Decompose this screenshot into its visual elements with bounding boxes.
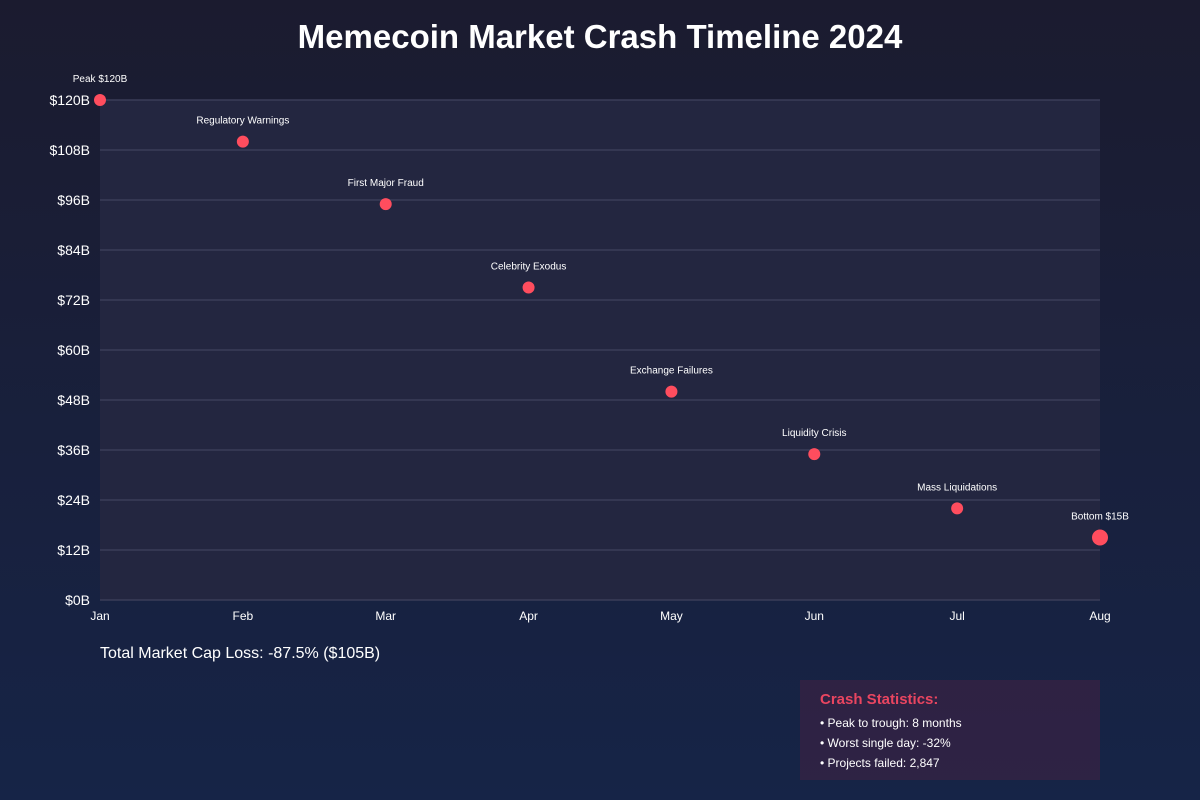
data-point: [665, 385, 678, 398]
stat-line: • Peak to trough: 8 months: [820, 716, 962, 730]
point-label: Regulatory Warnings: [196, 116, 289, 127]
data-point: [236, 135, 249, 148]
data-point: [379, 198, 392, 211]
point-label: Celebrity Exodus: [491, 262, 567, 273]
point-label: Exchange Failures: [630, 366, 713, 377]
data-point: [94, 94, 106, 106]
point-label: Mass Liquidations: [917, 482, 997, 493]
y-tick-label: $96B: [57, 192, 90, 208]
point-label: Liquidity Crisis: [782, 428, 846, 439]
grid-lines: [100, 99, 1100, 601]
x-tick-label: Jul: [949, 609, 964, 623]
y-tick-label: $24B: [57, 492, 90, 508]
x-tick-label: Aug: [1089, 609, 1110, 623]
data-points: [94, 94, 1108, 546]
point-labels: Peak $120B Regulatory Warnings First Major…: [73, 74, 1129, 523]
y-tick-label: $84B: [57, 242, 90, 258]
point-label: Bottom $15B: [1071, 512, 1129, 523]
point-label: Peak $120B: [73, 74, 128, 85]
y-tick-label: $120B: [50, 92, 90, 108]
data-point: [808, 448, 821, 461]
x-tick-label: Jun: [805, 609, 824, 623]
chart-title: Memecoin Market Crash Timeline 2024: [297, 18, 903, 55]
data-point: [1092, 529, 1108, 546]
data-point: [522, 281, 535, 294]
data-point: [951, 502, 964, 515]
x-tick-label: Feb: [233, 609, 254, 623]
x-tick-label: May: [660, 609, 683, 623]
chart-area: $0B $12B $24B $36B $48B $60B $72B $84B $96B $108B…: [50, 74, 1129, 623]
y-tick-label: $48B: [57, 392, 90, 408]
point-label: First Major Fraud: [348, 178, 424, 189]
crash-statistics-title: Crash Statistics:: [820, 691, 939, 708]
x-axis-ticks: Jan Feb Mar Apr May Jun Jul Aug: [90, 609, 1110, 623]
x-tick-label: Jan: [90, 609, 109, 623]
stat-line: • Projects failed: 2,847: [820, 756, 940, 770]
x-tick-label: Mar: [375, 609, 396, 623]
total-market-cap-loss: Total Market Cap Loss: -87.5% ($105B): [100, 645, 381, 662]
crash-statistics-panel: Crash Statistics: • Peak to trough: 8 mo…: [800, 680, 1100, 780]
y-tick-label: $12B: [57, 542, 90, 558]
y-tick-label: $60B: [57, 342, 90, 358]
y-tick-label: $0B: [65, 592, 90, 608]
x-tick-label: Apr: [519, 609, 538, 623]
y-tick-label: $108B: [50, 142, 90, 158]
stat-line: • Worst single day: -32%: [820, 736, 951, 750]
y-axis-ticks: $0B $12B $24B $36B $48B $60B $72B $84B $96B $108B…: [50, 92, 90, 608]
y-tick-label: $72B: [57, 292, 90, 308]
y-tick-label: $36B: [57, 442, 90, 458]
